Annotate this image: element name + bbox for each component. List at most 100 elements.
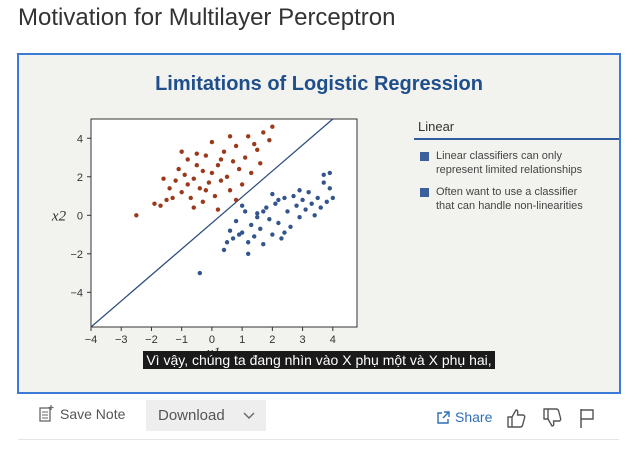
red-class-point	[252, 141, 257, 147]
red-class-point	[224, 174, 230, 179]
red-class-point	[203, 153, 209, 158]
blue-class-point	[255, 211, 260, 216]
blue-class-point	[327, 186, 332, 191]
red-class-point	[245, 134, 251, 139]
blue-class-point	[197, 270, 203, 276]
red-class-point	[221, 149, 227, 154]
x-tick-label: 1	[239, 334, 245, 346]
blue-class-point	[245, 251, 251, 257]
red-class-point	[167, 186, 172, 191]
share-label: Share	[455, 409, 493, 425]
blue-class-point	[261, 241, 266, 247]
blue-class-point	[288, 224, 293, 230]
blue-class-point	[306, 189, 311, 195]
bullet-item: Linear classifiers can only represent li…	[414, 149, 619, 177]
blue-class-point	[282, 230, 287, 235]
y-tick-label: −2	[70, 249, 83, 261]
red-class-point	[161, 176, 166, 181]
blue-class-point	[324, 199, 329, 205]
blue-class-point	[258, 226, 263, 231]
red-class-point	[227, 134, 233, 139]
bullet-line: Linear classifiers can only	[436, 150, 562, 162]
red-class-point	[212, 193, 218, 199]
blue-class-point	[264, 205, 269, 210]
red-class-point	[170, 195, 175, 201]
bullet-item: Often want to use a classifier that can …	[414, 185, 619, 213]
save-note-button[interactable]: Save Note	[38, 405, 125, 423]
x-tick-label: −1	[175, 334, 188, 346]
red-class-point	[249, 170, 254, 176]
red-class-point	[267, 137, 272, 143]
share-button[interactable]: Share	[436, 409, 492, 425]
blue-class-point	[327, 170, 332, 176]
red-class-point	[179, 189, 184, 195]
caption-text: Vì vậy, chúng ta đang nhìn vào X phụ một…	[143, 351, 495, 369]
red-class-point	[200, 199, 206, 205]
red-class-point	[185, 182, 190, 187]
y-tick-label: −4	[70, 287, 83, 299]
subtitle-caption: Vì vậy, chúng ta đang nhìn vào X phụ một…	[19, 351, 619, 370]
red-class-point	[233, 143, 239, 149]
red-class-point	[185, 157, 190, 162]
blue-class-point	[315, 195, 320, 201]
flag-icon[interactable]	[578, 407, 596, 429]
download-dropdown[interactable]: Download	[146, 400, 266, 431]
x-tick-label: 0	[209, 334, 215, 346]
blue-class-point	[312, 213, 317, 218]
red-class-point	[258, 161, 263, 166]
red-class-point	[203, 188, 209, 193]
save-note-label: Save Note	[60, 406, 126, 422]
blue-class-point	[221, 247, 227, 253]
blue-class-point	[294, 203, 299, 208]
blue-class-point	[267, 216, 272, 222]
red-class-point	[134, 213, 139, 218]
red-class-point	[215, 207, 221, 212]
blue-class-point	[249, 222, 254, 228]
blue-class-point	[321, 172, 326, 178]
x-tick-label: −2	[145, 334, 158, 346]
blue-class-point	[270, 191, 275, 197]
bullet-square-icon	[420, 188, 429, 197]
thumbs-down-icon[interactable]	[542, 407, 562, 429]
slide-side-panel: Linear Linear classifiers can only repre…	[414, 119, 619, 221]
red-class-point	[188, 195, 193, 201]
red-class-point	[173, 178, 178, 183]
red-class-point	[218, 157, 224, 162]
red-class-point	[200, 168, 206, 174]
blue-class-point	[252, 234, 257, 239]
y-tick-label: 0	[77, 210, 83, 222]
blue-class-point	[309, 201, 314, 206]
x-tick-label: 3	[300, 334, 306, 346]
red-class-point	[158, 203, 163, 208]
red-class-point	[194, 151, 199, 156]
red-class-point	[179, 149, 184, 154]
blue-class-point	[282, 195, 287, 201]
red-class-point	[242, 155, 248, 160]
blue-class-point	[297, 188, 302, 193]
red-class-point	[209, 139, 215, 145]
scatter-plot: −4 −3 −2 −1 0 1 2 3 4 4 2 0 −2 −4 x2 x1	[51, 118, 358, 355]
red-class-point	[270, 124, 275, 129]
blue-class-point	[239, 203, 245, 208]
red-class-point	[239, 182, 245, 187]
red-class-point	[227, 188, 233, 193]
bullet-line: Often want to use a classifier	[436, 186, 578, 198]
red-class-point	[218, 178, 224, 183]
x-tick-label: 4	[330, 334, 336, 346]
share-icon	[437, 410, 450, 424]
red-class-point	[164, 197, 169, 203]
thumbs-up-icon[interactable]	[506, 407, 526, 429]
blue-class-point	[273, 201, 278, 206]
video-player[interactable]: Limitations of Logistic Regression −4 −3−…	[17, 53, 621, 394]
download-label: Download	[158, 407, 225, 424]
x-tick-label: −3	[115, 334, 128, 346]
y-tick-label: 2	[77, 172, 83, 184]
blue-class-point	[330, 195, 336, 201]
x-tick-label: 2	[269, 334, 275, 346]
blue-class-point	[318, 205, 323, 210]
red-class-point	[152, 201, 157, 206]
blue-class-point	[321, 180, 326, 185]
bullet-line: that can handle non-linearities	[436, 200, 583, 212]
bullet-line: represent limited relationships	[436, 164, 583, 176]
red-class-point	[176, 166, 181, 172]
